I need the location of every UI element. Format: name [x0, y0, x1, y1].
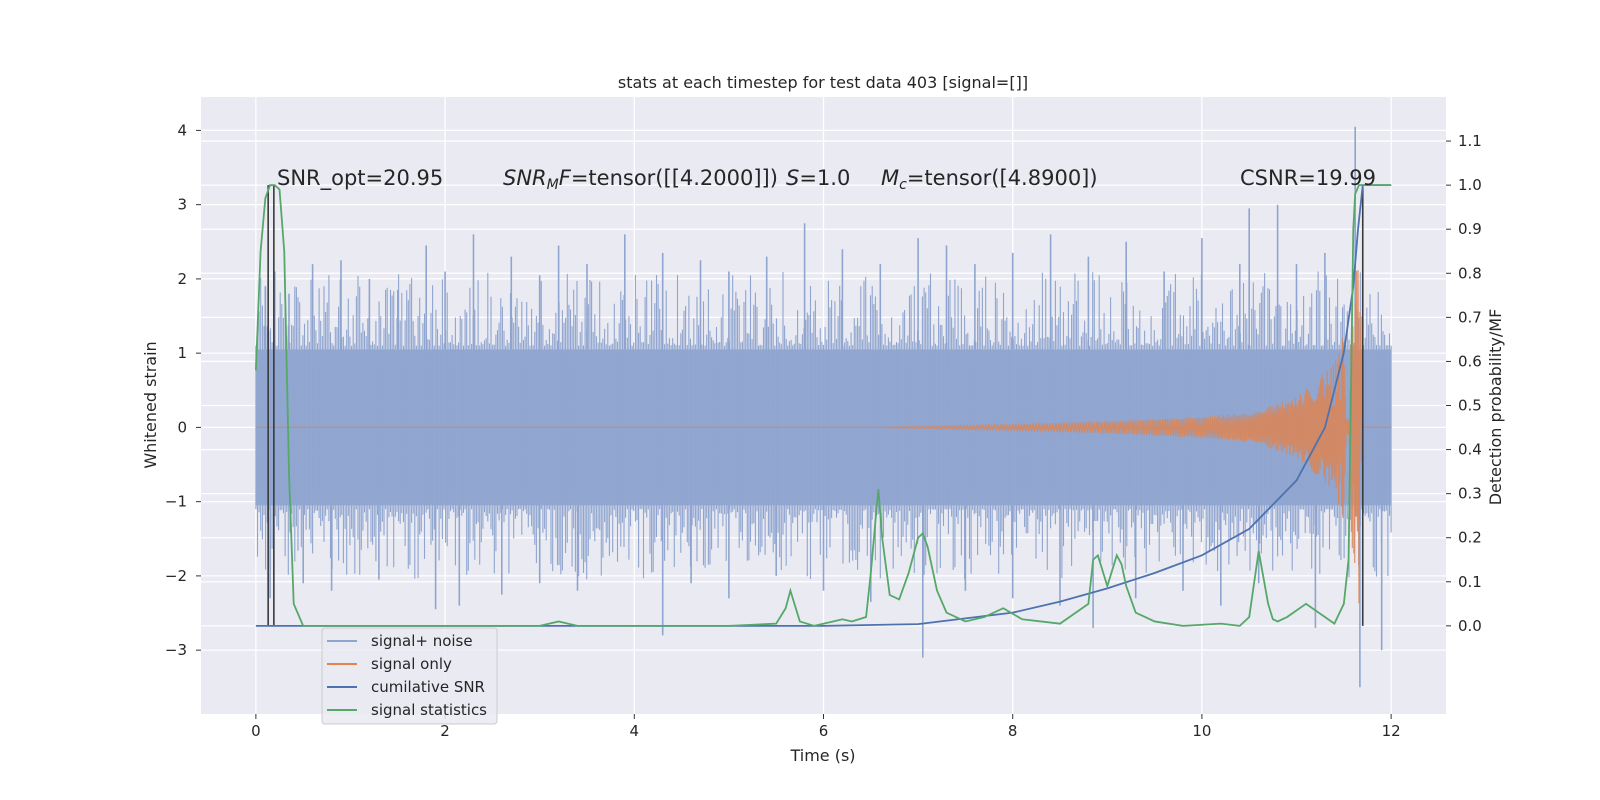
y-tick-label-left: 4: [177, 121, 187, 139]
legend-box: [321, 627, 498, 725]
legend-label: signal statistics: [371, 701, 487, 719]
y-tick-label-left: 1: [177, 344, 187, 362]
right-axis-series: [254, 184, 1392, 627]
y-tick-label-right: 1.1: [1458, 132, 1482, 150]
cumulative-snr-line: [255, 184, 1392, 627]
legend-label: cumilative SNR: [371, 678, 485, 696]
y-tick-label-left: −1: [165, 493, 187, 511]
y-tick-label-right: 0.4: [1458, 441, 1482, 459]
y-tick-label-right: 0.2: [1458, 529, 1482, 547]
y-axis-label-left: Whitened strain: [141, 341, 160, 468]
x-tick-label: 10: [1192, 722, 1211, 740]
signal-statistics-line: [254, 184, 1392, 627]
y-tick-label-right: 0.6: [1458, 352, 1482, 370]
y-tick-label-right: 1.0: [1458, 176, 1482, 194]
y-tick-label-right: 0.7: [1458, 308, 1482, 326]
y-axis-label-right: Detection probability/MF: [1486, 309, 1505, 506]
legend: signal+ noise signal only cumilative SNR si…: [321, 627, 498, 725]
y-tick-label-left: −3: [165, 641, 187, 659]
x-axis-label: Time (s): [789, 746, 855, 765]
y-tick-label-left: 0: [177, 418, 187, 436]
x-tick-label: 6: [819, 722, 829, 740]
y-tick-label-right: 0.8: [1458, 264, 1482, 282]
y-tick-label-right: 0.1: [1458, 573, 1482, 591]
chart-title: stats at each timestep for test data 403…: [618, 73, 1028, 92]
y-tick-label-right: 0.5: [1458, 397, 1482, 415]
legend-label: signal only: [371, 655, 452, 673]
y-tick-label-right: 0.3: [1458, 485, 1482, 503]
y-tick-label-right: 0.9: [1458, 220, 1482, 238]
y-tick-label-left: 3: [177, 196, 187, 214]
y-tick-label-right: 0.0: [1458, 617, 1482, 635]
x-tick-label: 12: [1382, 722, 1401, 740]
signal-only-line: [255, 270, 1392, 604]
x-tick-label: 0: [251, 722, 261, 740]
annotation-snr-opt: SNR_opt=20.95: [277, 166, 443, 191]
signal-only-series: [255, 270, 1392, 604]
annotation-mc: Mc=tensor([4.8900]): [881, 166, 1098, 193]
annotation-csnr: CSNR=19.99: [1240, 166, 1376, 190]
annotation-snr-mf: SNRMF=tensor([[4.2000]]): [503, 166, 778, 193]
x-tick-label: 2: [440, 722, 450, 740]
x-tick-label: 4: [630, 722, 640, 740]
tick-labels: 0 2 4 6 8 10 12−3−2−1012340.00.10.20.30.40.50.…: [165, 121, 1482, 740]
y-tick-label-left: 2: [177, 270, 187, 288]
annotation-s: S=1.0: [786, 166, 850, 190]
x-tick-label: 8: [1008, 722, 1018, 740]
legend-label: signal+ noise: [371, 632, 473, 650]
y-tick-label-left: −2: [165, 567, 187, 585]
